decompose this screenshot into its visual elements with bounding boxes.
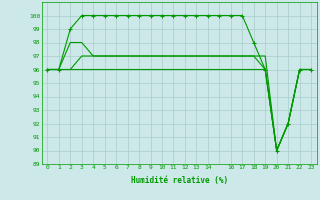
X-axis label: Humidité relative (%): Humidité relative (%) (131, 176, 228, 185)
